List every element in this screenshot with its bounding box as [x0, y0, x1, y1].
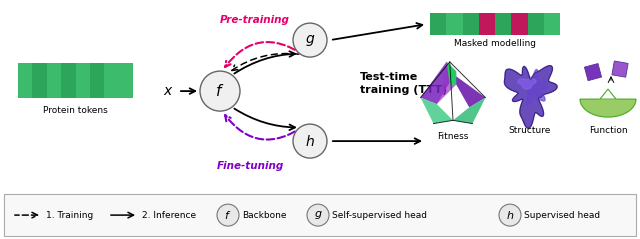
Circle shape — [293, 124, 327, 158]
Polygon shape — [420, 98, 453, 124]
Text: Fitness: Fitness — [437, 132, 468, 141]
Text: Function: Function — [589, 126, 627, 135]
Bar — [463, 13, 479, 35]
Text: Test-time
training (TTT): Test-time training (TTT) — [360, 71, 447, 95]
Bar — [90, 63, 104, 98]
Circle shape — [307, 204, 329, 226]
Polygon shape — [600, 89, 616, 99]
Bar — [76, 63, 90, 98]
Text: Structure: Structure — [509, 126, 551, 135]
Polygon shape — [504, 66, 557, 128]
Bar — [495, 13, 511, 35]
Bar — [511, 13, 527, 35]
Bar — [612, 61, 628, 77]
Text: $f$: $f$ — [225, 209, 232, 221]
Polygon shape — [420, 62, 456, 104]
Circle shape — [499, 204, 521, 226]
Text: Supervised head: Supervised head — [524, 211, 600, 220]
Text: $h$: $h$ — [305, 134, 315, 149]
Circle shape — [200, 71, 240, 111]
Polygon shape — [453, 98, 486, 124]
Polygon shape — [436, 62, 456, 104]
Bar — [18, 63, 33, 98]
Bar — [430, 13, 446, 35]
Bar — [584, 64, 602, 81]
Bar — [544, 13, 560, 35]
Text: Protein tokens: Protein tokens — [43, 106, 108, 115]
Bar — [33, 63, 47, 98]
Text: Pre-training: Pre-training — [220, 15, 290, 25]
Polygon shape — [580, 99, 636, 117]
Text: $g$: $g$ — [305, 33, 315, 48]
Text: Masked modelling: Masked modelling — [454, 39, 536, 48]
Polygon shape — [520, 70, 548, 105]
Text: Self-supervised head: Self-supervised head — [332, 211, 427, 220]
Bar — [118, 63, 133, 98]
Text: Fine-tuning: Fine-tuning — [216, 161, 284, 171]
Text: $x$: $x$ — [163, 84, 173, 98]
Bar — [61, 63, 76, 98]
Circle shape — [293, 23, 327, 57]
Bar — [47, 63, 61, 98]
Bar — [446, 13, 463, 35]
Bar — [479, 13, 495, 35]
Text: Backbone: Backbone — [242, 211, 287, 220]
Text: 1. Training: 1. Training — [46, 211, 93, 220]
Bar — [104, 63, 118, 98]
Text: $h$: $h$ — [506, 209, 514, 221]
Polygon shape — [447, 62, 456, 85]
Text: $f$: $f$ — [215, 83, 225, 99]
Bar — [527, 13, 544, 35]
Text: 2. Inference: 2. Inference — [142, 211, 196, 220]
Text: $g$: $g$ — [314, 209, 323, 221]
Polygon shape — [518, 79, 536, 89]
Circle shape — [217, 204, 239, 226]
FancyBboxPatch shape — [4, 194, 636, 236]
Polygon shape — [450, 72, 486, 107]
